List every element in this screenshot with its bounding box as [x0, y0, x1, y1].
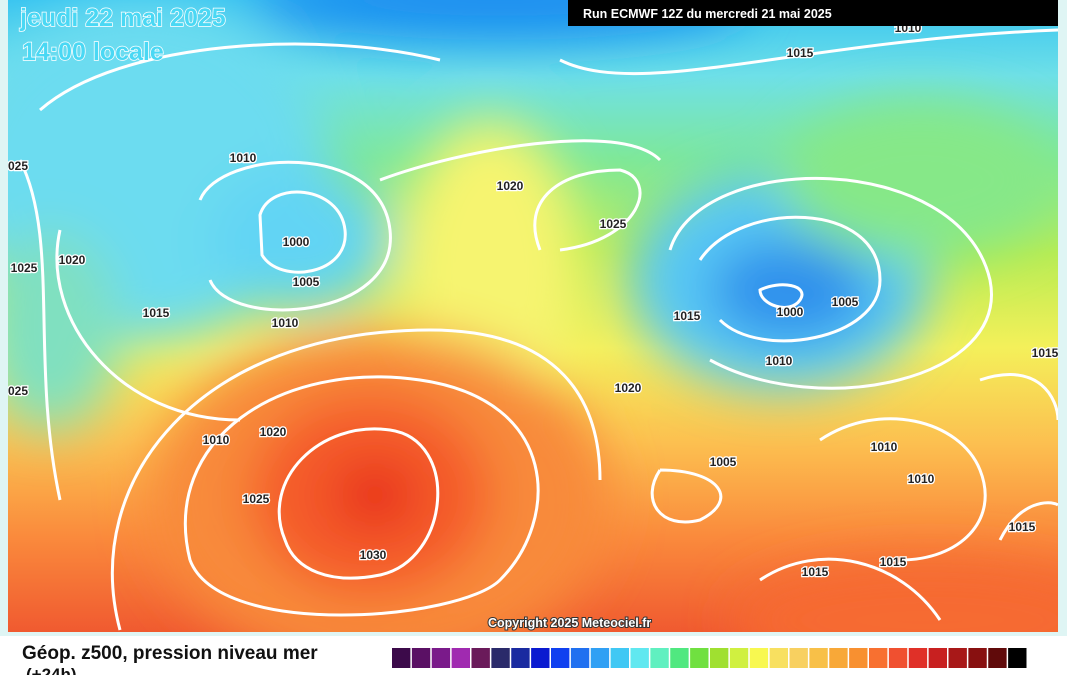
isobar-label: 1010: [203, 433, 230, 447]
copyright: Copyright 2025 Meteociel.fr: [488, 616, 651, 630]
isobar-label: 1005: [832, 295, 859, 309]
isobar-label: 1015: [1009, 520, 1036, 534]
isobar-label: 1015: [1032, 346, 1059, 360]
scale-swatch: [710, 648, 729, 668]
scale-swatch: [869, 648, 888, 668]
scale-swatch: [630, 648, 649, 668]
scale-swatch: [829, 648, 848, 668]
isobar-label: 1030: [360, 548, 387, 562]
isobar-label: 1020: [59, 253, 86, 267]
isobar-label: 1015: [674, 309, 701, 323]
isobar-label: 1005: [293, 275, 320, 289]
isobar-label: 1020: [260, 425, 287, 439]
scale-swatch: [1008, 648, 1027, 668]
footer-title: Géop. z500, pression niveau mer: [22, 643, 318, 664]
run-label: Run ECMWF 12Z du mercredi 21 mai 2025: [583, 7, 832, 21]
isobar-label: 1000: [283, 235, 310, 249]
scale-swatch: [690, 648, 709, 668]
isobars: [18, 28, 1058, 631]
scale-swatch: [849, 648, 868, 668]
isobar-label: 1010: [272, 316, 299, 330]
scale-swatch: [531, 648, 550, 668]
isobar-label: 1000: [777, 305, 804, 319]
scale-swatch: [789, 648, 808, 668]
scale-swatch: [908, 648, 928, 668]
run-banner: [568, 0, 1058, 26]
isobar-label: 1010: [230, 151, 257, 165]
scale-swatch: [610, 648, 629, 668]
isobar-label: 1015: [802, 565, 829, 579]
scale-swatch: [590, 648, 610, 668]
scale-swatch: [928, 648, 947, 668]
scale-swatch: [392, 648, 411, 668]
scale-swatch: [809, 648, 828, 668]
isobar-label: 1015: [880, 555, 907, 569]
isobar-label: 1010: [766, 354, 793, 368]
scale-swatch: [451, 648, 470, 668]
scale-swatch: [749, 648, 769, 668]
isobar-label: 1015: [143, 306, 170, 320]
isobar-label: 025: [8, 159, 28, 173]
scale-swatch: [729, 648, 749, 668]
isobar-label: 1020: [615, 381, 642, 395]
isobar-label: 1010: [871, 440, 898, 454]
isobar-label: 1005: [710, 455, 737, 469]
time-label: 14:00 locale: [22, 38, 164, 66]
scale-swatch: [948, 648, 967, 668]
scale-swatch: [491, 648, 510, 668]
isobar-label: 1010: [908, 472, 935, 486]
scale-swatch: [769, 648, 788, 668]
scale-swatch: [411, 648, 431, 668]
scale-swatch: [471, 648, 490, 668]
isobar-label: 1025: [243, 492, 270, 506]
isobar-label: 1025: [600, 217, 627, 231]
color-scale: [392, 648, 1027, 668]
isobar-label: 1015: [787, 46, 814, 60]
isobar-label: 025: [8, 384, 28, 398]
date-label: jeudi 22 mai 2025: [19, 4, 226, 32]
scale-swatch: [431, 648, 451, 668]
isobar-label: 1020: [497, 179, 524, 193]
scale-swatch: [988, 648, 1007, 668]
scale-swatch: [888, 648, 908, 668]
footer-lead: (+24h): [26, 665, 77, 675]
isobar-label: 1025: [11, 261, 38, 275]
scale-swatch: [570, 648, 590, 668]
scale-swatch: [511, 648, 530, 668]
scale-swatch: [650, 648, 669, 668]
scale-swatch: [551, 648, 570, 668]
scale-swatch: [670, 648, 689, 668]
scale-swatch: [968, 648, 987, 668]
